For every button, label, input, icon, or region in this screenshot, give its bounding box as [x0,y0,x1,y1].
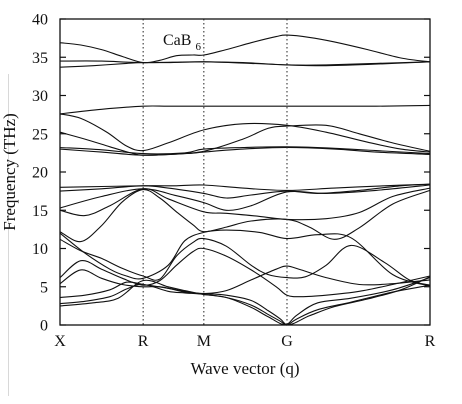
compound-annotation-main: CaB [163,32,191,49]
band-curve-20 [59,276,431,326]
band-curve-16 [59,247,431,298]
band-curve-5 [59,113,431,153]
band-curve-7 [59,146,431,155]
plot-frame [59,18,431,326]
band-curve-11 [59,184,431,211]
x-tick-label-x-1: X [54,333,66,350]
x-tick-label-r-2: R [138,333,149,350]
band-curve-14 [59,229,431,287]
band-curve-19 [59,283,431,326]
band-curves [59,34,431,326]
x-tick-label-m-3: M [197,333,211,350]
y-tick-label-30: 30 [32,88,48,105]
compound-annotation-subscript: 6 [195,41,201,53]
band-curve-8 [59,146,431,156]
y-tick-label-25: 25 [32,126,48,143]
x-axis-label: Wave vector (q) [190,359,299,378]
band-curve-9 [59,183,431,191]
band-curve-4 [59,104,431,115]
y-tick-label-20: 20 [32,165,48,182]
band-curve-1 [59,34,431,64]
y-tick-label-5: 5 [40,279,48,296]
band-curve-10 [59,183,431,199]
band-curve-15 [59,237,431,286]
y-tick-label-35: 35 [32,50,48,67]
x-tick-label-r-5: R [425,333,436,350]
band-curve-13 [59,189,431,243]
y-axis: 0 5 10 15 20 25 30 35 40 [32,12,430,335]
high-symmetry-lines [142,19,288,325]
compound-annotation: CaB 6 [163,32,201,53]
x-tick-label-g-4: G [281,333,293,350]
y-tick-label-0: 0 [40,318,48,335]
y-tick-label-15: 15 [32,203,48,220]
y-axis-label: Frequency (THz) [0,113,19,231]
left-edge-divider [8,74,9,396]
band-curve-6 [59,124,431,156]
y-tick-label-10: 10 [32,241,48,258]
band-curve-18 [59,277,431,325]
band-curve-3 [59,61,431,68]
band-curve-12 [59,187,431,221]
band-curve-17 [59,265,431,295]
y-tick-label-40: 40 [32,12,48,29]
